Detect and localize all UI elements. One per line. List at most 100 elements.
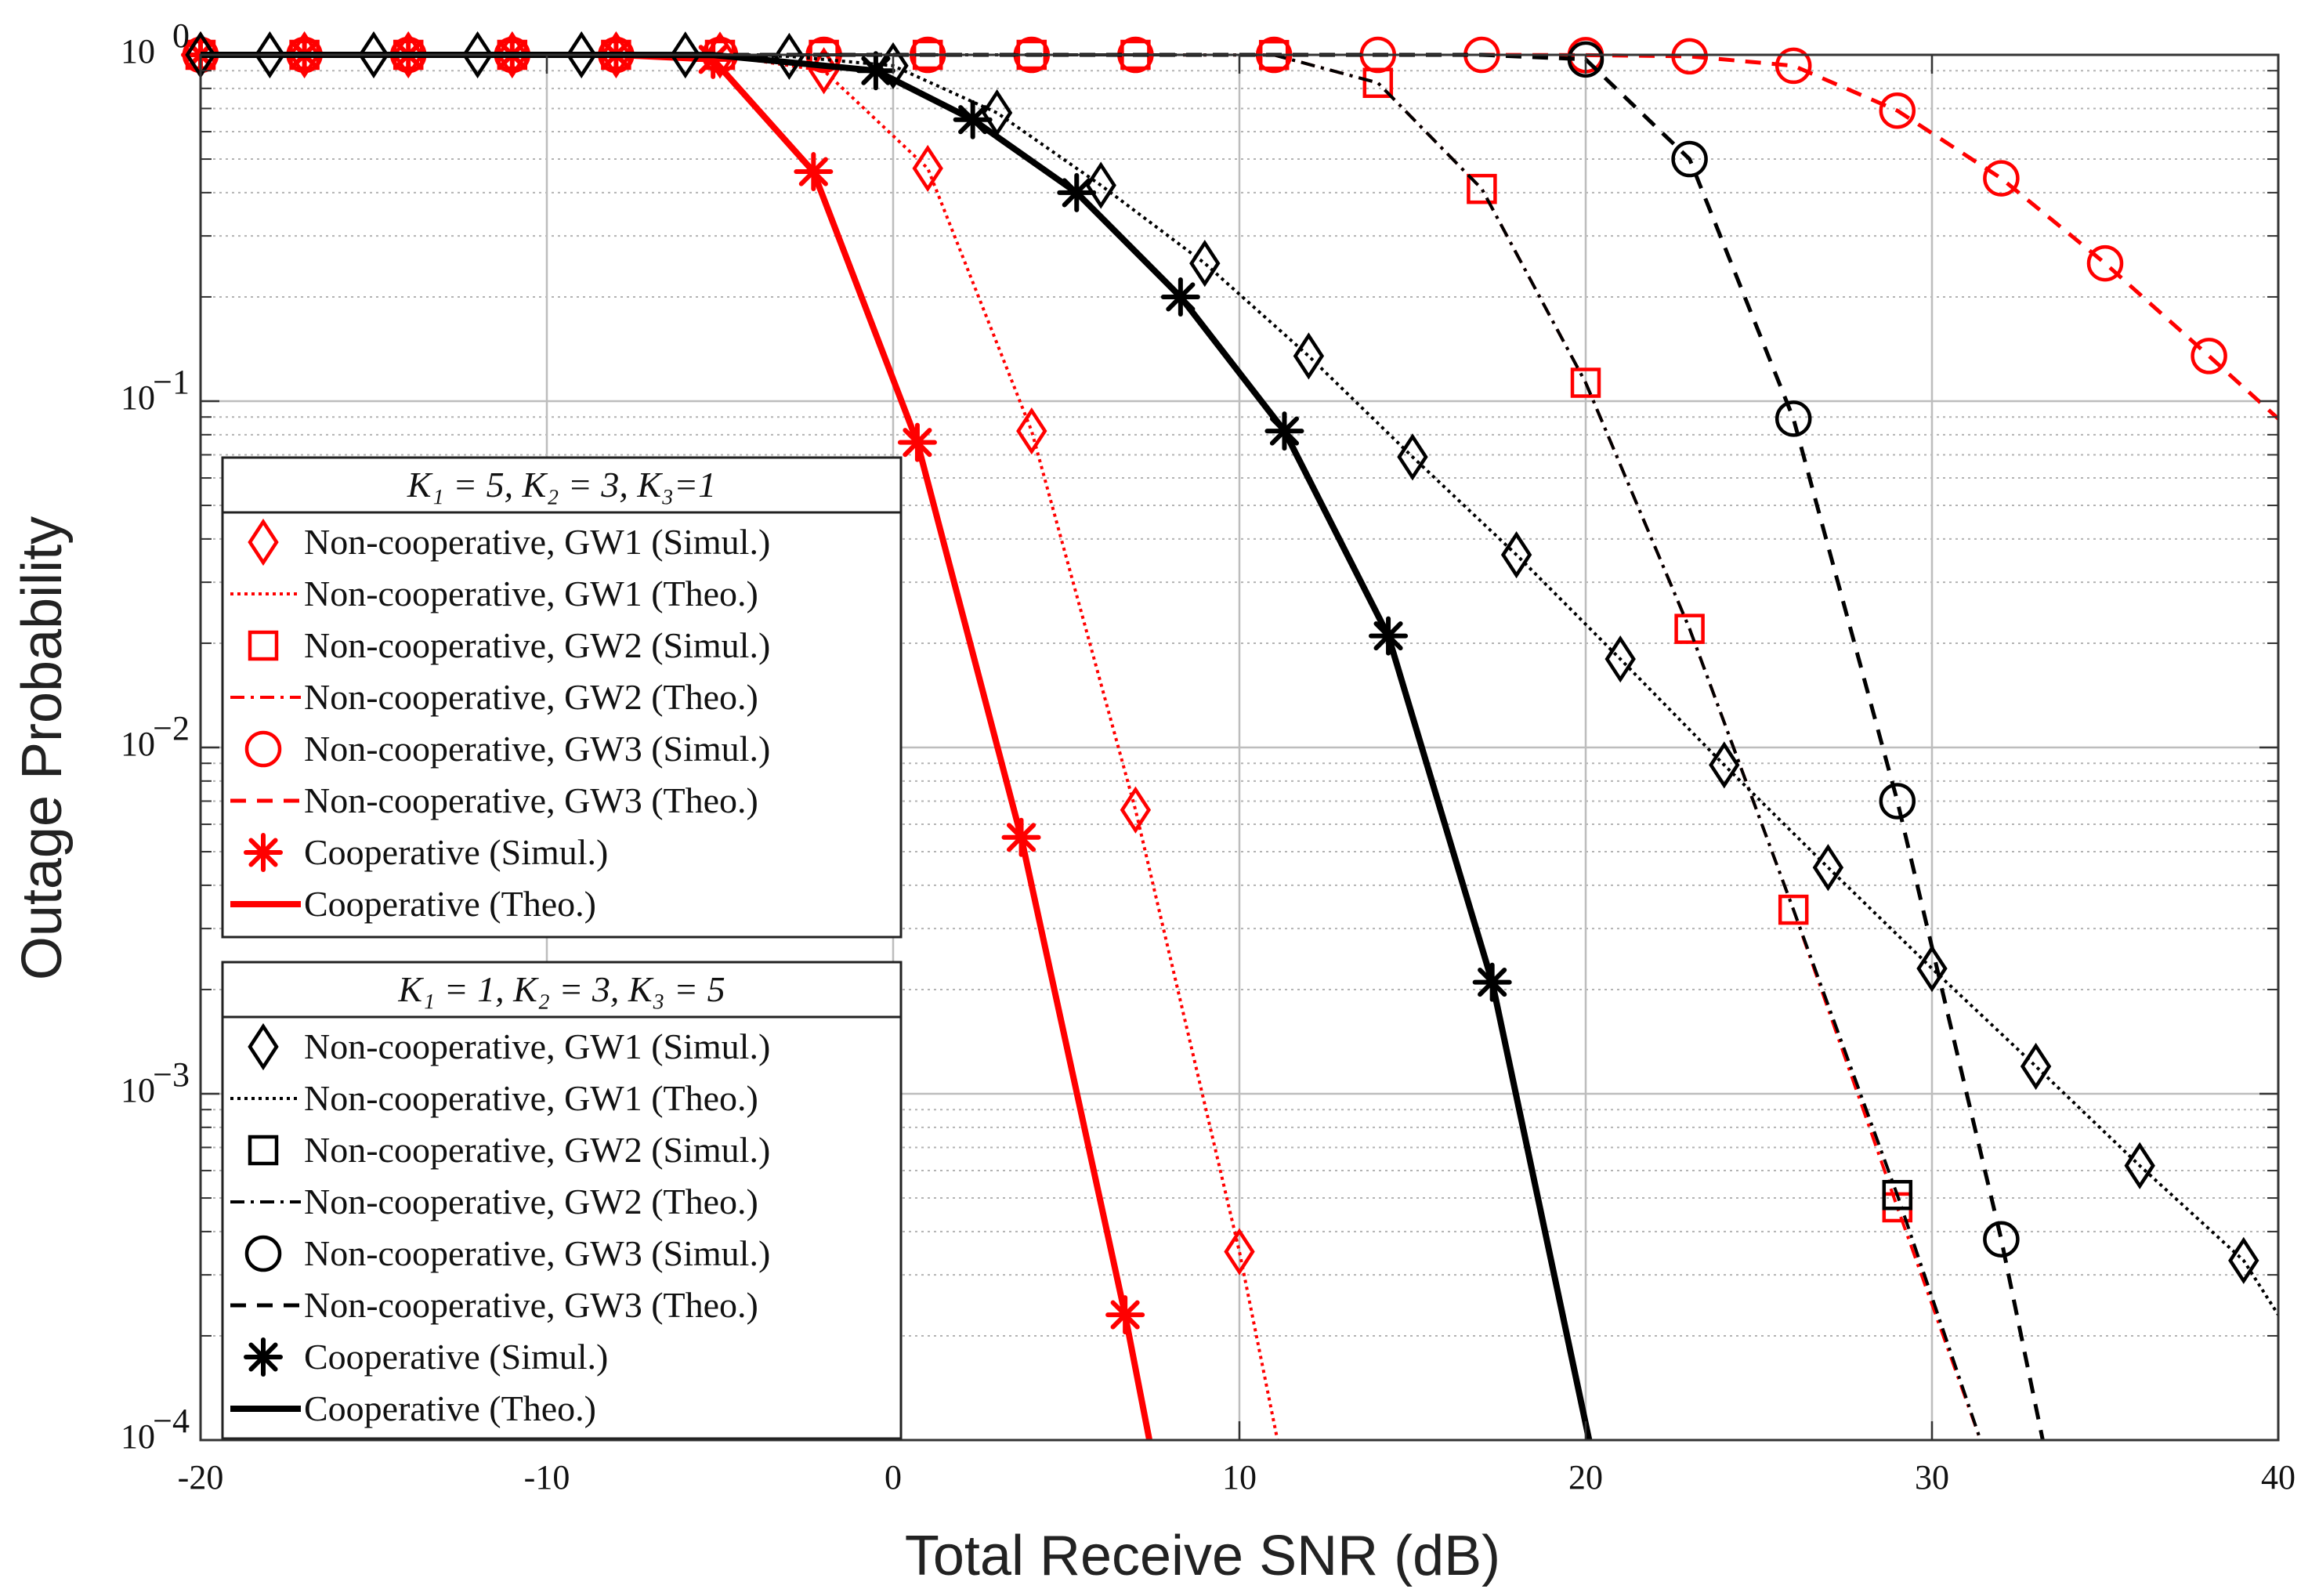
diamond-marker	[1812, 844, 1844, 892]
diamond-marker	[670, 31, 701, 79]
asterisk-stroke	[1062, 178, 1091, 208]
asterisk-marker	[1001, 817, 1041, 857]
diamond-marker	[1224, 1228, 1255, 1276]
asterisk-marker	[1369, 616, 1409, 656]
diamond-marker	[461, 31, 494, 79]
y-tick-label: 10	[121, 1417, 155, 1456]
y-tick-exponent: −3	[153, 1055, 190, 1094]
diamond-marker	[2124, 1142, 2155, 1189]
x-tick-label: -20	[178, 1458, 224, 1496]
legend-entry-label: Non-cooperative, GW3 (Simul.)	[304, 729, 770, 769]
legend-title: K₁ = 1, K₂ = 3, K₃ = 5	[397, 969, 725, 1009]
asterisk-marker	[1472, 962, 1512, 1002]
y-tick-exponent: −4	[153, 1402, 190, 1440]
circle-marker	[1671, 38, 1708, 75]
legend-entry: Non-cooperative, GW2 (Theo.)	[230, 677, 758, 717]
asterisk-marker	[244, 833, 283, 872]
legend-entry-label: Non-cooperative, GW1 (Simul.)	[304, 522, 770, 562]
asterisk-marker	[856, 51, 895, 91]
x-tick-label: 20	[1568, 1458, 1603, 1496]
legend-frame	[221, 961, 903, 1440]
legend-entry: Cooperative (Simul.)	[244, 832, 608, 872]
circle-marker	[2086, 244, 2124, 282]
asterisk-marker	[794, 152, 834, 192]
legend-entry: Non-cooperative, GW2 (Simul.)	[248, 625, 770, 665]
diamond-marker	[1604, 635, 1636, 683]
diamond-marker	[1916, 945, 1948, 993]
square-marker	[248, 1135, 279, 1166]
circle-marker	[1879, 783, 1916, 820]
diamond-marker	[1120, 786, 1152, 834]
diamond-marker	[566, 31, 597, 79]
asterisk-marker	[953, 100, 993, 139]
legend-entry: Non-cooperative, GW3 (Simul.)	[244, 729, 770, 769]
legend-entry: Non-cooperative, GW1 (Simul.)	[248, 518, 770, 566]
circle-marker	[1983, 160, 2020, 197]
legend-entry: Non-cooperative, GW3 (Theo.)	[230, 1285, 758, 1325]
y-tick-label: 10	[121, 1071, 155, 1109]
square-marker	[1674, 613, 1705, 644]
legend-entry-label: Non-cooperative, GW2 (Theo.)	[304, 1182, 758, 1221]
legends: K₁ = 5, K₂ = 3, K₃=1 Non-cooperative, GW1…	[221, 456, 903, 1440]
legend-entry-label: Non-cooperative, GW1 (Simul.)	[304, 1026, 770, 1066]
diamond-marker	[248, 1022, 279, 1071]
asterisk-stroke	[861, 56, 891, 85]
asterisk-stroke	[1373, 621, 1403, 651]
circle-marker	[244, 1235, 282, 1272]
asterisk-stroke	[1478, 968, 1507, 997]
circle-marker	[244, 730, 282, 768]
asterisk-stroke	[903, 428, 932, 458]
asterisk-stroke	[248, 1342, 278, 1372]
legend-entry-label: Non-cooperative, GW2 (Theo.)	[304, 677, 758, 717]
asterisk-marker	[1105, 1295, 1145, 1335]
asterisk-stroke	[1269, 416, 1300, 446]
legend-entry-label: Cooperative (Theo.)	[304, 884, 596, 924]
diamond-marker	[1709, 741, 1740, 789]
circle-marker	[1983, 1221, 2020, 1258]
diamond-marker	[254, 31, 286, 79]
y-tick-label: 10	[121, 378, 155, 417]
asterisk-stroke	[1110, 1300, 1140, 1330]
asterisk-marker	[1057, 172, 1097, 212]
legend-box: K₁ = 5, K₂ = 3, K₃=1 Non-cooperative, GW1…	[221, 456, 903, 939]
legend-entry-label: Cooperative (Simul.)	[304, 1337, 608, 1377]
series-line	[201, 53, 1982, 1441]
diamond-marker	[358, 31, 389, 79]
circle-marker	[1671, 140, 1708, 178]
asterisk-stroke	[958, 105, 988, 135]
diamond-marker	[1189, 239, 1221, 288]
legend-entry: Cooperative (Simul.)	[244, 1337, 608, 1377]
legend-box: K₁ = 1, K₂ = 3, K₃ = 5 Non-cooperative, G…	[221, 961, 903, 1440]
legend-entry-label: Non-cooperative, GW1 (Theo.)	[304, 574, 758, 613]
square-marker	[1467, 173, 1497, 204]
legend-entry: Non-cooperative, GW1 (Simul.)	[248, 1022, 770, 1071]
square-marker	[1882, 1180, 1913, 1211]
legend-entry: Non-cooperative, GW1 (Theo.)	[230, 1078, 758, 1118]
legend-entry: Non-cooperative, GW3 (Simul.)	[244, 1233, 770, 1273]
plot-frame	[199, 53, 2280, 1442]
asterisk-marker	[897, 422, 937, 462]
x-tick-label: 0	[885, 1458, 902, 1496]
diamond-marker	[1500, 531, 1532, 579]
circle-marker	[2191, 338, 2227, 375]
diamond-marker	[773, 32, 805, 81]
asterisk-stroke	[248, 838, 278, 867]
diamond-marker	[2020, 1042, 2052, 1091]
square-marker	[248, 630, 279, 661]
diamond-marker	[1085, 161, 1116, 209]
asterisk-stroke	[1006, 823, 1036, 852]
x-tick-label: 30	[1915, 1458, 1949, 1496]
circle-marker	[1775, 47, 1812, 85]
y-axis-title: Outage Probability	[11, 516, 74, 980]
asterisk-marker	[1264, 411, 1304, 451]
legend-entry-label: Cooperative (Theo.)	[304, 1388, 596, 1428]
legend-entry-label: Non-cooperative, GW1 (Theo.)	[304, 1078, 758, 1118]
legend-entry: Non-cooperative, GW3 (Theo.)	[230, 780, 758, 820]
circle-marker	[1775, 400, 1812, 437]
asterisk-marker	[693, 39, 733, 79]
y-tick-exponent: −2	[153, 709, 190, 747]
legend-entry: Cooperative (Theo.)	[230, 1388, 596, 1428]
x-tick-label: 40	[2261, 1458, 2295, 1496]
asterisk-stroke	[798, 157, 828, 186]
asterisk-marker	[244, 1337, 283, 1377]
